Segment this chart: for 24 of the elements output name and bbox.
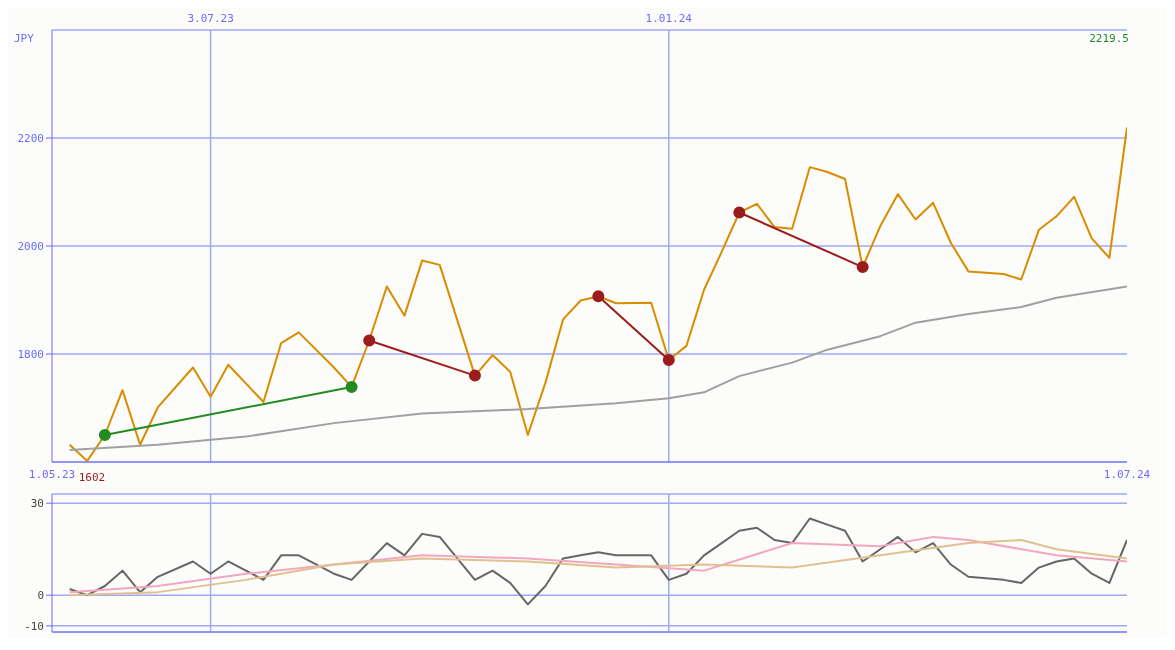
text: JPY — [14, 32, 34, 45]
x2-tick-label: 1.01.24 — [645, 12, 692, 25]
point — [363, 334, 376, 347]
y-tick-label: 2200 — [17, 131, 44, 145]
x-tick-label: 1.07.24 — [1103, 467, 1151, 481]
annotation: 2219.5 — [1089, 32, 1129, 45]
point — [592, 290, 605, 303]
point — [98, 429, 111, 441]
point — [856, 261, 869, 274]
y-tick-label: 30 — [30, 497, 44, 511]
y-tick-label: 0 — [37, 589, 44, 603]
annotation: 1602 — [78, 470, 106, 484]
x2-tick-label: 3.07.23 — [187, 12, 234, 25]
line-series — [68, 517, 1127, 606]
line-series — [68, 285, 1127, 452]
x-tick-label: 1.05.23 — [28, 467, 76, 481]
y-tick-label: 2000 — [17, 239, 44, 253]
y-tick-label: 1800 — [17, 347, 44, 361]
y-tick-label: -10 — [24, 619, 44, 633]
point — [662, 353, 675, 366]
line-series — [68, 126, 1127, 462]
point — [468, 369, 481, 382]
point — [345, 380, 358, 393]
point — [733, 206, 746, 219]
